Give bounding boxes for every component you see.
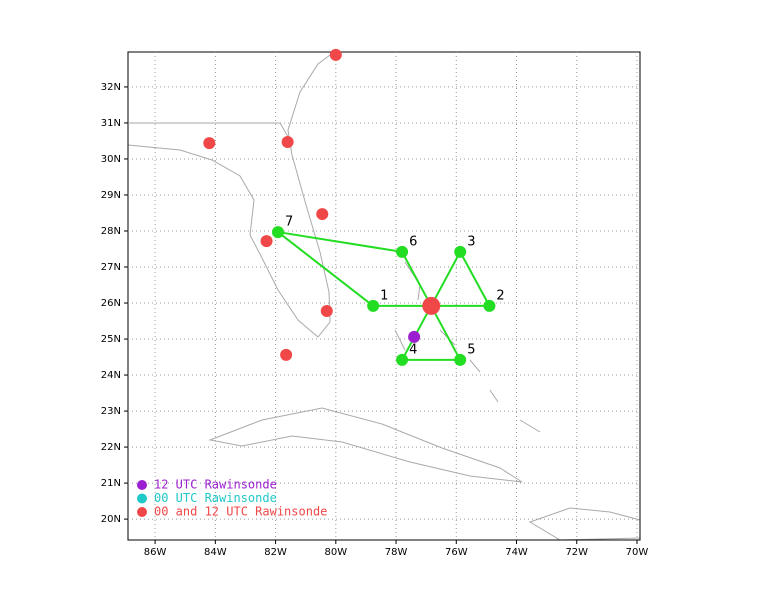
y-tick-label: 22N bbox=[101, 442, 121, 453]
flight-leg bbox=[459, 251, 491, 307]
dropsonde bbox=[396, 245, 409, 258]
rawinsonde-site bbox=[316, 208, 329, 221]
y-tick-label: 20N bbox=[101, 514, 121, 525]
rawinsonde-site bbox=[281, 136, 294, 149]
rawinsonde-site bbox=[260, 235, 273, 248]
dropsonde bbox=[483, 299, 496, 312]
rawinsonde-site bbox=[203, 137, 216, 150]
y-tick-label: 30N bbox=[101, 154, 121, 165]
rawinsonde-site bbox=[329, 48, 342, 61]
y-tick-label: 26N bbox=[101, 298, 121, 309]
legend-label: 00 UTC Rawinsonde bbox=[154, 491, 277, 505]
dropsonde-label: 1 bbox=[380, 288, 388, 303]
hispaniola bbox=[528, 507, 641, 541]
legend-marker bbox=[137, 480, 147, 490]
y-tick-label: 29N bbox=[101, 190, 121, 201]
legend-label: 12 UTC Rawinsonde bbox=[154, 478, 277, 492]
x-tick-label: 86W bbox=[144, 547, 167, 558]
florida-coast bbox=[127, 51, 335, 338]
flight-leg bbox=[277, 231, 403, 253]
x-tick-label: 84W bbox=[204, 547, 227, 558]
rawinsonde-site bbox=[408, 330, 421, 343]
dropsonde-label: 2 bbox=[496, 288, 504, 303]
dropsonde-label: 3 bbox=[467, 234, 475, 249]
storm-center bbox=[422, 296, 441, 315]
rawinsonde-site bbox=[320, 304, 333, 317]
legend-label: 00 and 12 UTC Rawinsonde bbox=[154, 505, 327, 519]
x-tick-label: 70W bbox=[626, 547, 649, 558]
dropsonde-label: 6 bbox=[409, 234, 417, 249]
legend-marker bbox=[137, 507, 147, 517]
dropsonde bbox=[271, 226, 284, 239]
dropsonde-label: 7 bbox=[285, 215, 293, 230]
y-tick-label: 21N bbox=[101, 478, 121, 489]
y-tick-label: 32N bbox=[101, 82, 121, 93]
flight-leg bbox=[277, 231, 374, 307]
x-tick-label: 74W bbox=[505, 547, 528, 558]
y-tick-label: 24N bbox=[101, 370, 121, 381]
y-tick-label: 28N bbox=[101, 226, 121, 237]
dropsonde bbox=[396, 353, 409, 366]
y-tick-label: 23N bbox=[101, 406, 121, 417]
dropsonde bbox=[454, 245, 467, 258]
plot-frame bbox=[127, 51, 641, 541]
dropsonde bbox=[367, 299, 380, 312]
cuba bbox=[208, 407, 523, 483]
y-tick-label: 27N bbox=[101, 262, 121, 273]
y-tick-label: 25N bbox=[101, 334, 121, 345]
dropsonde-label: 4 bbox=[409, 342, 417, 357]
x-tick-label: 76W bbox=[445, 547, 468, 558]
rawinsonde-site bbox=[280, 348, 293, 361]
x-tick-label: 80W bbox=[324, 547, 347, 558]
dropsonde-label: 5 bbox=[467, 342, 475, 357]
dropsonde bbox=[454, 353, 467, 366]
legend-marker bbox=[137, 493, 147, 504]
x-tick-label: 82W bbox=[264, 547, 287, 558]
x-tick-label: 78W bbox=[385, 547, 408, 558]
y-tick-label: 31N bbox=[101, 118, 121, 129]
x-tick-label: 72W bbox=[565, 547, 588, 558]
